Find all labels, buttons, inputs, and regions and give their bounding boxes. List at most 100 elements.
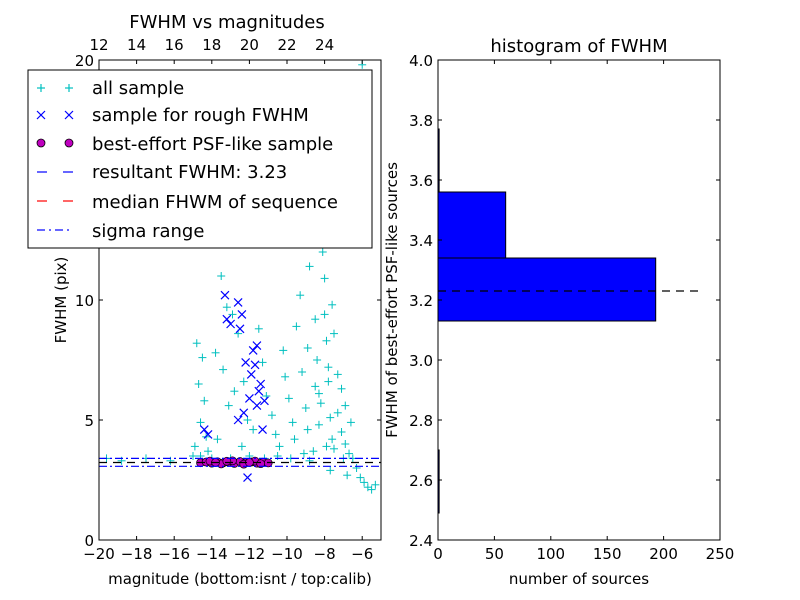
y-tick-label: 5	[84, 412, 94, 430]
point-rough-sample	[220, 290, 230, 300]
point-all-sample	[204, 447, 213, 456]
legend-box	[27, 69, 373, 249]
point-rough-sample	[244, 393, 254, 403]
legend-entry-rough-sample: sample for rough FWHM	[36, 105, 309, 126]
x-tick-label: 50	[485, 545, 504, 563]
point-all-sample	[249, 425, 258, 434]
point-all-sample	[352, 464, 361, 472]
point-all-sample	[326, 466, 335, 475]
point-rough-sample	[246, 369, 256, 379]
y-tick-label: 20	[75, 52, 94, 70]
point-all-sample	[333, 408, 342, 417]
point-all-sample	[324, 377, 333, 386]
point-all-sample	[222, 303, 231, 312]
point-rough-sample	[233, 297, 243, 307]
legend-label: median FHWM of sequence	[92, 192, 338, 213]
point-rough-sample	[203, 429, 213, 439]
scatter-legend: all sample sample for rough FWHM best-ef…	[27, 69, 373, 249]
scatter-y-axis-label: FWHM (pix)	[52, 257, 70, 344]
legend-entry-sigma-range: sigma range	[37, 221, 204, 242]
point-rough-sample	[233, 415, 243, 425]
point-rough-sample	[254, 386, 264, 396]
point-all-sample	[345, 449, 354, 458]
point-all-sample	[288, 418, 297, 427]
point-all-sample	[301, 404, 310, 412]
x-tick-label: 250	[706, 545, 735, 563]
histogram-x-ticks: 0 50 100 150 200 250	[433, 60, 734, 563]
point-all-sample	[237, 442, 246, 451]
point-all-sample	[320, 310, 329, 319]
x-tick-label: −12	[234, 545, 266, 563]
point-all-sample	[311, 382, 320, 391]
legend-label: best-effort PSF-like sample	[92, 134, 333, 155]
legend-entry-all-sample: all sample	[37, 78, 184, 99]
point-all-sample	[281, 372, 290, 381]
y-tick-label: 2.6	[409, 472, 433, 490]
y-tick-label: 3.6	[409, 172, 433, 190]
point-rough-sample	[252, 401, 262, 411]
y-tick-label: 2.4	[409, 532, 433, 550]
y-tick-label: 0	[84, 532, 94, 550]
histogram-x-axis-label: number of sources	[509, 570, 649, 588]
scatter-reference-lines	[99, 457, 381, 467]
point-all-sample	[356, 473, 365, 482]
point-all-sample	[211, 348, 220, 357]
scatter-top-axis-ticks: 12 14 16 18 20 22 24	[89, 36, 334, 54]
histogram-bar	[437, 257, 657, 322]
point-all-sample	[311, 315, 320, 324]
legend-entry-resultant-fwhm: resultant FWHM: 3.23	[37, 162, 287, 183]
point-all-sample	[224, 401, 233, 410]
point-all-sample	[228, 310, 237, 319]
histogram-bars	[437, 128, 657, 514]
histogram-y-ticks: 2.4 2.6 2.8 3.0 3.2 3.4 3.6 3.8 4.0	[409, 52, 720, 550]
histogram-title: histogram of FWHM	[490, 36, 667, 57]
point-rough-sample	[226, 319, 236, 329]
point-all-sample	[346, 418, 355, 427]
y-tick-label: 3.4	[409, 232, 433, 250]
point-all-sample	[190, 442, 199, 451]
x-tick-label: 100	[536, 545, 565, 563]
point-rough-sample	[250, 360, 260, 370]
point-all-sample	[341, 440, 350, 448]
legend-entry-median-fwhm: median FHWM of sequence	[37, 192, 338, 213]
point-all-sample	[275, 442, 284, 451]
point-all-sample	[341, 401, 350, 410]
scatter-x-ticks: −20 −18 −16 −14 −12 −10 −8 −6	[83, 60, 373, 563]
point-all-sample	[314, 389, 323, 398]
point-rough-sample	[252, 341, 262, 351]
y-tick-label: 3.0	[409, 352, 433, 370]
scatter-x-axis-label: magnitude (bottom:isnt / top:calib)	[108, 570, 372, 588]
top-tick-label: 18	[202, 36, 221, 54]
point-all-sample	[333, 370, 342, 379]
point-all-sample	[292, 322, 301, 331]
point-rough-sample	[222, 314, 232, 324]
point-all-sample	[328, 300, 337, 309]
legend-label: all sample	[92, 78, 184, 99]
point-rough-sample	[235, 324, 245, 334]
point-all-sample	[330, 329, 338, 338]
point-psf-sample	[222, 456, 232, 466]
legend-label: resultant FWHM: 3.23	[92, 162, 287, 183]
top-tick-label: 12	[89, 36, 108, 54]
x-tick-label: 0	[433, 545, 443, 563]
point-all-sample	[239, 377, 248, 386]
point-all-sample	[254, 324, 263, 333]
legend-marker-plus	[37, 84, 73, 92]
y-tick-label: 2.8	[409, 412, 433, 430]
point-rough-sample	[237, 309, 247, 319]
x-tick-label: −8	[314, 545, 336, 563]
point-all-sample	[343, 471, 352, 480]
x-tick-label: −10	[271, 545, 303, 563]
x-tick-label: 150	[593, 545, 622, 563]
point-rough-sample	[243, 473, 252, 483]
point-rough-sample	[258, 425, 267, 435]
point-all-sample	[299, 449, 308, 458]
point-all-sample	[367, 485, 376, 494]
x-tick-label: −16	[158, 545, 190, 563]
y-tick-label: 3.8	[409, 112, 433, 130]
point-rough-sample	[248, 345, 258, 355]
point-all-sample	[322, 442, 331, 451]
point-all-sample	[360, 478, 369, 487]
point-all-sample	[258, 358, 267, 367]
